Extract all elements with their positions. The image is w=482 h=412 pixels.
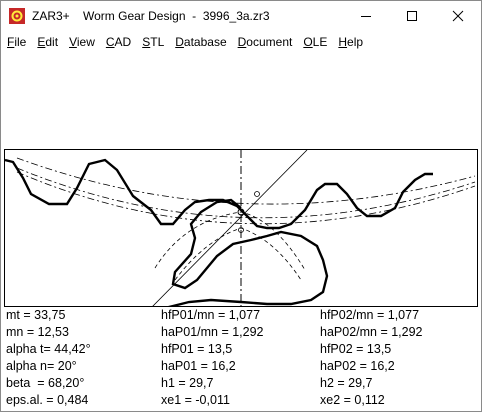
pitch-point — [237, 208, 245, 216]
title-bar[interactable]: ZAR3+ Worm Gear Design - 3996_3a.zr3 — [1, 1, 481, 31]
menu-database[interactable]: Database — [175, 35, 227, 49]
menu-stl[interactable]: STL — [142, 35, 165, 49]
value-hfp01-mn: hfP01/mn = 1,077 — [161, 308, 261, 322]
value-hfp02-mn: hfP02/mn = 1,077 — [320, 308, 420, 322]
minimize-icon — [361, 16, 371, 17]
close-icon — [452, 10, 464, 22]
value-mt: mt = 33,75 — [6, 308, 66, 322]
value-xe1: xe1 = -0,011 — [161, 393, 230, 407]
value-hap02-mn: haP02/mn = 1,292 — [320, 325, 423, 339]
menu-view[interactable]: View — [69, 35, 95, 49]
value-hfp02: hfP02 = 13,5 — [320, 342, 392, 356]
value-hap02: haP02 = 16,2 — [320, 359, 395, 373]
value-eps-al: eps.al. = 0,484 — [6, 393, 89, 407]
value-h1: h1 = 29,7 — [161, 376, 214, 390]
value-hap01: haP01 = 16,2 — [161, 359, 236, 373]
menu-ole[interactable]: OLE — [303, 35, 328, 49]
wheel-tooth-profile — [168, 198, 329, 306]
value-h2: h2 = 29,7 — [320, 376, 373, 390]
flank-curve-right — [174, 227, 302, 281]
line-of-action — [152, 150, 308, 306]
close-button[interactable] — [435, 1, 481, 31]
wheel-root-circle — [16, 171, 476, 225]
contact-point — [254, 191, 260, 197]
mesh-point — [238, 227, 244, 233]
wheel-tip-circle — [16, 157, 476, 205]
menu-edit[interactable]: Edit — [37, 35, 59, 49]
value-beta: beta = 68,20° — [6, 376, 85, 390]
gear-parameters-panel: mt = 33,75 mn = 12,53 alpha t= 44,42° al… — [4, 306, 478, 411]
menu-bar: File Edit View CAD STL Database Document… — [1, 32, 481, 52]
maximize-button[interactable] — [389, 1, 435, 31]
value-mn: mn = 12,53 — [6, 325, 69, 339]
worm-profile — [5, 158, 433, 230]
maximize-icon — [407, 11, 417, 21]
value-alpha-t: alpha t= 44,42° — [6, 342, 91, 356]
gear-mesh-drawing — [5, 150, 476, 306]
menu-file[interactable]: File — [7, 35, 27, 49]
menu-document[interactable]: Document — [237, 35, 293, 49]
flank-curve-left — [154, 211, 306, 271]
value-xe2: xe2 = 0,112 — [320, 393, 385, 407]
wheel-pitch-circle — [16, 167, 476, 219]
menu-cad[interactable]: CAD — [105, 35, 132, 49]
app-gear-icon — [9, 8, 25, 24]
minimize-button[interactable] — [343, 1, 389, 31]
window-title: ZAR3+ Worm Gear Design - 3996_3a.zr3 — [32, 9, 270, 23]
value-hfp01: hfP01 = 13,5 — [161, 342, 233, 356]
value-hap01-mn: haP01/mn = 1,292 — [161, 325, 264, 339]
gear-mesh-view[interactable] — [4, 149, 478, 307]
value-alpha-n: alpha n= 20° — [6, 359, 77, 373]
menu-help[interactable]: Help — [338, 35, 364, 49]
